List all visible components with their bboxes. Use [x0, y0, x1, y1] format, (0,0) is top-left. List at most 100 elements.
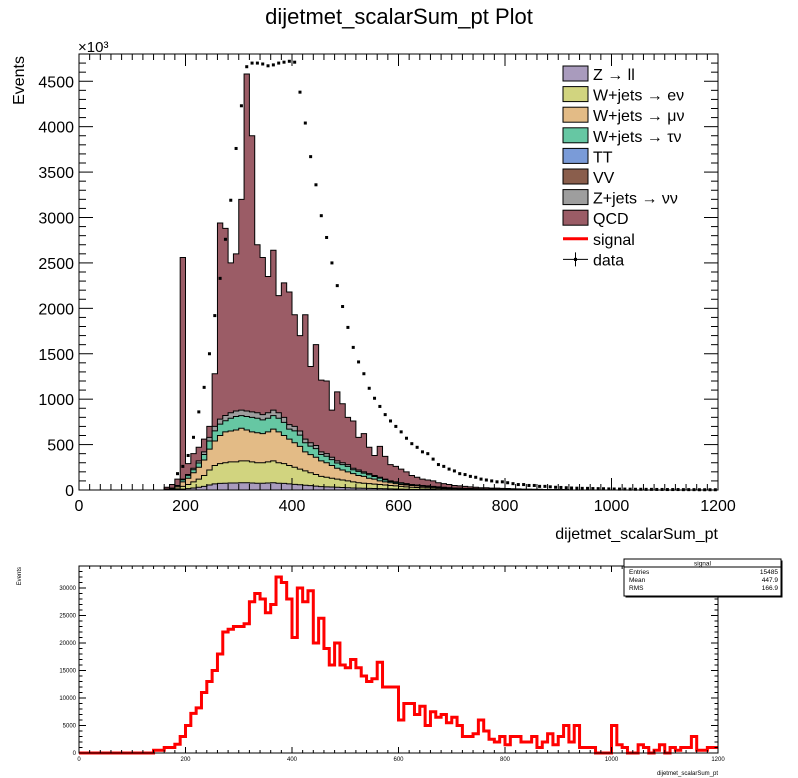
y-tick-label: 1500 [38, 347, 74, 364]
y-tick-label: 0 [73, 751, 77, 757]
data-point [447, 467, 451, 471]
data-point [452, 469, 456, 473]
data-point [639, 487, 643, 491]
y-tick-label: 15000 [59, 669, 76, 675]
data-point [442, 464, 446, 468]
data-point [458, 472, 462, 476]
data-point [522, 483, 526, 487]
data-point [181, 464, 185, 468]
legend-swatch-W_munu [562, 106, 589, 123]
x-tick-label: 200 [180, 757, 191, 763]
bottom-plot-frame [78, 565, 719, 754]
legend-label-Z_ll: Z → ll [593, 67, 635, 84]
y-tick-label: 25000 [59, 614, 76, 620]
stats-box-frame [623, 558, 782, 597]
legend-swatch-Z_ll [562, 65, 589, 82]
y-tick-label: 3500 [38, 165, 74, 182]
y-tick-label: 3000 [38, 211, 74, 228]
data-point [490, 479, 494, 483]
data-point [420, 450, 424, 454]
data-point [245, 65, 249, 69]
data-point [612, 487, 616, 491]
data-point [554, 485, 558, 489]
stats-value-rms: 166.9 [762, 585, 779, 592]
data-point [623, 487, 627, 491]
data-point [229, 198, 233, 202]
y-tick-label: 0 [65, 483, 74, 500]
x-tick-label: 600 [385, 498, 412, 515]
data-point [266, 64, 270, 68]
legend: Z → ll W+jets → eν W+jets → μν W+jets → τν T… [562, 65, 684, 269]
legend-swatch-TT [562, 147, 589, 164]
data-point [468, 474, 472, 478]
data-point [293, 60, 297, 64]
legend-label-data: data [593, 252, 624, 269]
data-point [389, 419, 393, 423]
data-point [191, 435, 195, 439]
data-point [271, 63, 275, 67]
y-tick-label: 20000 [59, 641, 76, 647]
data-point [575, 486, 579, 490]
data-point [218, 276, 222, 280]
data-point [431, 457, 435, 461]
y-axis-label: Events [17, 567, 23, 585]
stats-label-entries: Entries [629, 569, 650, 576]
x-tick-label: 0 [77, 757, 81, 763]
data-point [383, 413, 387, 417]
legend-swatch-QCD [562, 209, 589, 226]
data-point [591, 487, 595, 491]
x-tick-label: 800 [492, 498, 519, 515]
stats-label-mean: Mean [629, 577, 646, 584]
data-point [394, 424, 398, 428]
data-point [580, 486, 584, 490]
data-point [564, 486, 568, 490]
data-point [415, 445, 419, 449]
data-point [367, 386, 371, 390]
y-tick-label: 500 [47, 438, 74, 455]
data-point [399, 430, 403, 434]
data-point [543, 484, 547, 488]
data-point [655, 487, 659, 491]
data-point [596, 487, 600, 491]
x-tick-label: 1200 [711, 757, 725, 763]
data-point [357, 360, 361, 364]
stats-label-rms: RMS [629, 585, 644, 592]
data-point [660, 487, 664, 491]
data-point [500, 480, 504, 484]
y-tick-label: 10000 [59, 696, 76, 702]
x-tick-label: 400 [287, 757, 298, 763]
data-point [373, 396, 377, 400]
data-point [223, 237, 227, 241]
legend-label-W_enu: W+jets → eν [593, 88, 684, 105]
data-point [644, 487, 648, 491]
data-point [362, 372, 366, 376]
y-tick-label: 4000 [38, 120, 74, 137]
data-point [474, 475, 478, 479]
legend-swatch-Z_nunu [562, 189, 589, 206]
legend-data-marker [574, 257, 577, 261]
data-point [207, 352, 211, 356]
legend-label-signal: signal [593, 232, 635, 249]
x-tick-label: 200 [172, 498, 199, 515]
data-point [255, 61, 259, 65]
y-multiplier: ×10³ [78, 39, 108, 56]
data-point [239, 104, 243, 108]
data-point [197, 410, 201, 414]
data-point [495, 480, 499, 484]
data-point [527, 483, 531, 487]
data-point [617, 487, 621, 491]
legend-swatch-W_enu [562, 86, 589, 103]
stats-value-entries: 15485 [760, 569, 778, 576]
legend-swatch-W_taunu [562, 127, 589, 144]
plot-title: dijetmet_scalarSum_pt Plot [265, 4, 533, 29]
data-point [633, 487, 637, 491]
data-point [261, 62, 265, 66]
data-point [426, 452, 430, 456]
y-tick-label: 30000 [59, 586, 76, 592]
data-point [282, 60, 286, 64]
signal-histogram [79, 575, 718, 755]
stats-value-mean: 447.9 [762, 577, 779, 584]
data-point [548, 485, 552, 489]
x-tick-label: 400 [279, 498, 306, 515]
stack-qcd [163, 73, 570, 491]
